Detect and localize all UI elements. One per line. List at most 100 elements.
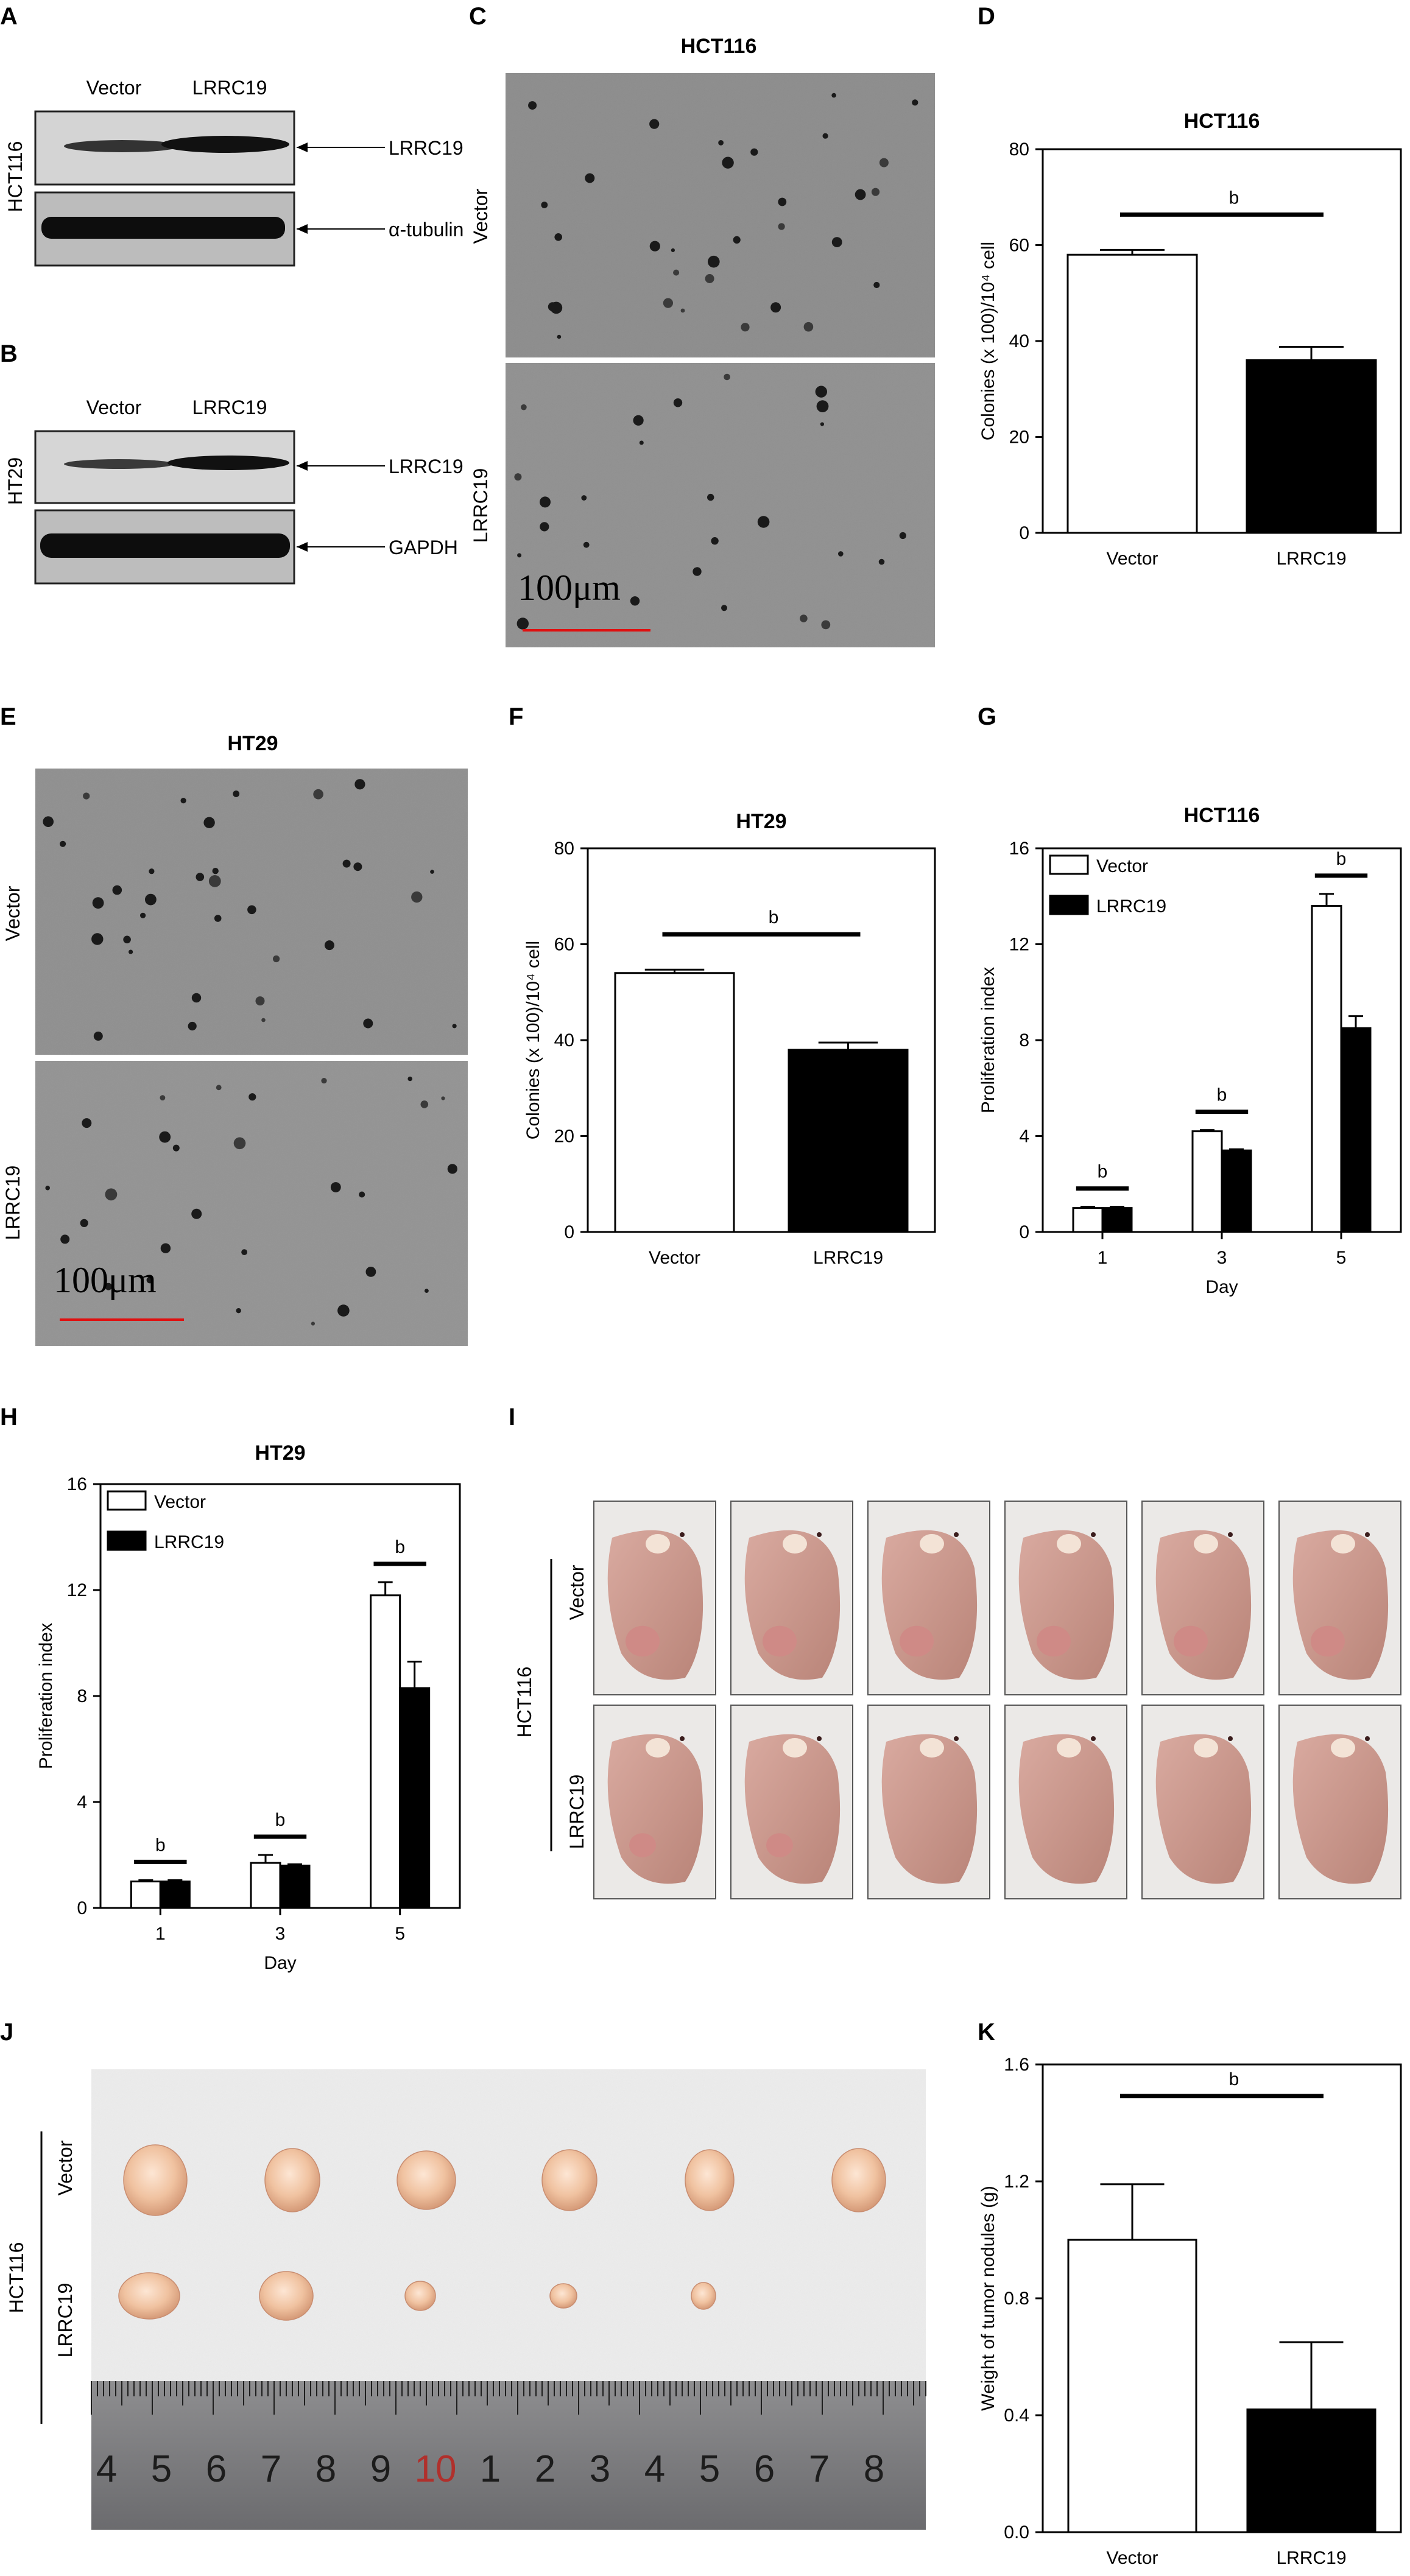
mouse-ear — [1057, 1534, 1081, 1554]
significance-label: b — [1336, 849, 1347, 869]
colony-dot — [82, 1118, 92, 1128]
panel-label-A: A — [0, 3, 18, 30]
blot-control-label: α-tubulin — [389, 219, 464, 241]
tumor-nodule-vector — [264, 2148, 320, 2212]
mouse-eye — [954, 1532, 959, 1537]
tumor-bulge — [763, 1625, 797, 1657]
colony-dot — [521, 404, 527, 410]
row-label-lrrc19: LRRC19 — [2, 1166, 24, 1240]
colony-dot — [711, 537, 719, 545]
legend-label: Vector — [1096, 856, 1148, 876]
bar — [279, 1864, 311, 1909]
mouse-ear — [1194, 1534, 1218, 1554]
colony-dot — [673, 269, 680, 276]
blot-cell-line: HT29 — [4, 457, 26, 505]
significance-label: b — [275, 1810, 286, 1830]
mouse-body — [1018, 1734, 1115, 1884]
tumor-nodule-vector — [831, 2148, 886, 2212]
colony-dot — [855, 189, 866, 200]
chart-K: 0.0 0.4 0.8 1.2 1.6 Weight of tumor nodules (… — [978, 2055, 1402, 2568]
colony-dot — [441, 1096, 445, 1100]
blot-target-label: LRRC19 — [389, 456, 464, 477]
mouse-eye — [680, 1736, 685, 1741]
tumor-bulge — [900, 1625, 934, 1657]
chart-title: HT29 — [255, 1441, 305, 1465]
colony-dot — [112, 885, 122, 895]
colony-dot — [733, 236, 741, 244]
colony-dot — [146, 1276, 153, 1284]
row-label-lrrc19: LRRC19 — [470, 468, 492, 543]
panel-label-J: J — [0, 2019, 13, 2046]
bar — [1066, 253, 1198, 534]
blot-cell-line: HCT116 — [4, 141, 26, 213]
mice-panel-I: HCT116 Vector LRRC19 — [513, 1501, 1401, 1899]
mouse-body — [881, 1734, 978, 1884]
ruler-number: 8 — [315, 2448, 336, 2490]
colony-dot — [878, 558, 885, 565]
x-tick-label: LRRC19 — [1276, 2548, 1346, 2568]
colony-dot — [261, 1018, 266, 1022]
x-tick-label: Vector — [1106, 2548, 1158, 2568]
colony-dot — [528, 101, 537, 110]
colony-dot — [160, 1243, 171, 1253]
colony-dot — [216, 1085, 222, 1091]
y-tick-label: 8 — [1019, 1030, 1029, 1050]
colony-images-E: HT29 Vector LRRC19 100μm — [2, 732, 468, 1346]
y-tick-label: 0 — [1019, 523, 1029, 543]
x-tick-label: 1 — [155, 1924, 166, 1944]
ruler-number: 7 — [809, 2448, 830, 2490]
y-axis-label: Weight of tumor nodules (g) — [978, 2186, 998, 2411]
row-label-vector: Vector — [2, 885, 24, 941]
mouse-body — [1155, 1734, 1252, 1884]
mouse-ear — [783, 1738, 807, 1758]
colony-dot — [671, 248, 675, 252]
chart-G: HCT116 0 4 8 12 16 Proliferation index 1 3 5 Day b b… — [978, 804, 1402, 1297]
colony-dot — [249, 1093, 256, 1101]
significance-label: b — [395, 1537, 405, 1557]
row-label-vector: Vector — [566, 1564, 588, 1620]
y-tick-label: 40 — [1009, 331, 1029, 351]
y-tick-label: 60 — [554, 935, 574, 955]
scale-bar-label: 100μm — [518, 568, 621, 608]
colony-dot — [191, 993, 202, 1003]
x-tick-label: 3 — [275, 1924, 286, 1944]
colony-dot — [899, 532, 906, 540]
blot-band — [64, 140, 180, 152]
colony-dot — [557, 334, 562, 339]
ruler-number: 3 — [590, 2448, 610, 2490]
colony-dot — [203, 817, 215, 829]
ruler-ticks — [91, 2381, 926, 2415]
colony-title: HT29 — [227, 732, 278, 755]
tumor-nodule-lrrc19 — [549, 2283, 577, 2309]
legend-swatch — [1049, 895, 1089, 915]
colony-dot — [517, 553, 522, 558]
mouse-ear — [1331, 1534, 1355, 1554]
colony-dot — [342, 859, 351, 868]
colony-dot — [741, 323, 750, 332]
x-tick-label: 3 — [1217, 1248, 1227, 1268]
bar — [370, 1594, 401, 1909]
colony-dot — [411, 891, 423, 903]
ruler-number: 8 — [864, 2448, 884, 2490]
colony-dot — [123, 935, 131, 944]
chart-D: HCT116 0 20 40 60 80 Colonies (x 100)/10⁴ cell… — [978, 110, 1402, 569]
arrow-head — [297, 542, 308, 552]
ruler-number: 2 — [535, 2448, 555, 2490]
colony-dot — [750, 148, 758, 156]
colony-dot — [180, 798, 186, 804]
colony-dot — [705, 274, 714, 283]
y-tick-label: 0.4 — [1004, 2405, 1029, 2426]
y-tick-label: 0.8 — [1004, 2289, 1029, 2309]
panel-label-H: H — [0, 1404, 18, 1431]
colony-dot — [707, 493, 714, 501]
colony-dot — [330, 1182, 341, 1192]
colony-dot — [208, 875, 221, 887]
colony-dot — [159, 1131, 171, 1143]
panel-label-D: D — [978, 3, 995, 30]
bar — [1311, 905, 1342, 1233]
tumor-nodule-lrrc19 — [259, 2271, 314, 2321]
mouse-eye — [1091, 1736, 1096, 1741]
legend-label: Vector — [154, 1492, 206, 1512]
tumor-nodules — [118, 2144, 886, 2321]
y-tick-label: 1.2 — [1004, 2172, 1029, 2192]
